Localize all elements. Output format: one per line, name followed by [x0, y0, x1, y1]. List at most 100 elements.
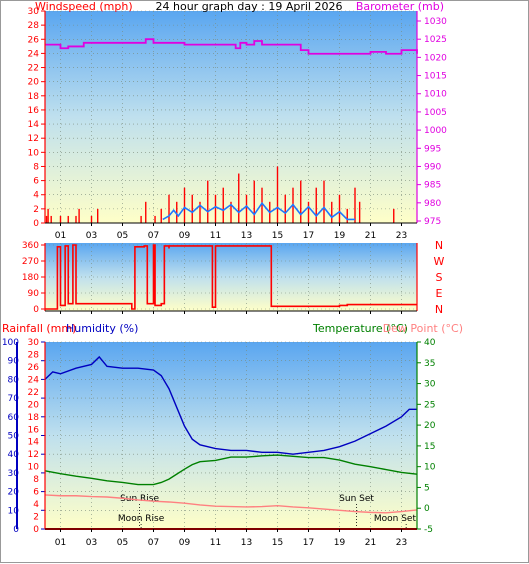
barometer-line: [45, 38, 418, 55]
barometer-tick-label: 1030: [424, 17, 447, 27]
windspeed-tick-label: 26: [28, 35, 40, 45]
panel3-xtick-label: 17: [303, 538, 314, 548]
panel1-xtick-label: 07: [148, 231, 159, 241]
rain-tick-label: 20: [28, 400, 40, 410]
windspeed-axis-label: Windspeed (mph): [35, 1, 133, 13]
compass-label: S: [436, 271, 443, 284]
panel1-xtick-label: 13: [241, 231, 252, 241]
compass-label: E: [436, 287, 443, 300]
wind-speed-line: [162, 201, 355, 221]
temperature-tick-label: 10: [424, 463, 436, 473]
dew-point-line: [44, 494, 418, 514]
rain-tick-label: 18: [28, 413, 40, 423]
humidity-tick-label: 20: [8, 488, 20, 498]
direction-tick-label: 180: [22, 273, 39, 283]
panel1-xtick-label: 21: [365, 231, 376, 241]
rain-tick-label: 6: [33, 488, 39, 498]
humidity-tick-label: 50: [8, 432, 20, 442]
barometer-tick-label: 1005: [424, 108, 447, 118]
panel1-xtick-label: 09: [179, 231, 191, 241]
compass-label: N: [435, 303, 443, 316]
direction-tick-label: 270: [22, 257, 39, 267]
temperature-tick-label: 15: [424, 442, 435, 452]
barometer-tick-label: 1000: [424, 126, 447, 136]
humidity-tick-label: 60: [8, 413, 20, 423]
barometer-tick-label: 975: [424, 217, 441, 227]
panel3-xtick-label: 21: [365, 538, 376, 548]
humidity-tick-label: 30: [8, 469, 20, 479]
event-label: Sun Set: [339, 494, 374, 504]
panel3-xtick-label: 13: [241, 538, 252, 548]
barometer-tick-label: 995: [424, 144, 441, 154]
panel3-background: [45, 342, 417, 529]
windspeed-tick-label: 2: [33, 205, 39, 215]
panel3-xtick-label: 01: [55, 538, 66, 548]
barometer-tick-label: 1020: [424, 53, 447, 63]
windspeed-tick-label: 30: [28, 7, 40, 17]
windspeed-tick-label: 16: [28, 106, 40, 116]
humidity-tick-label: 40: [8, 450, 20, 460]
temperature-tick-label: 20: [424, 421, 436, 431]
panel1-xtick-label: 11: [210, 231, 221, 241]
windspeed-tick-label: 10: [28, 148, 40, 158]
temperature-tick-label: -5: [424, 525, 433, 535]
temperature-line: [44, 454, 418, 486]
temperature-tick-label: 30: [424, 380, 436, 390]
rain-tick-label: 12: [28, 450, 39, 460]
barometer-tick-label: 990: [424, 162, 441, 172]
direction-tick-label: 0: [33, 305, 39, 315]
panel1-xtick-label: 01: [55, 231, 66, 241]
windspeed-tick-label: 8: [33, 162, 39, 172]
wind-direction-line: [45, 244, 417, 310]
humidity-axis-label: Humidity (%): [66, 322, 138, 335]
temperature-tick-label: 0: [424, 504, 430, 514]
humidity-tick-label: 10: [8, 506, 20, 516]
rain-tick-label: 22: [28, 388, 39, 398]
event-label: Moon Rise: [118, 514, 165, 524]
panel3-xtick-label: 09: [179, 538, 191, 548]
rain-tick-label: 28: [28, 350, 40, 360]
barometer-tick-label: 1010: [424, 90, 447, 100]
direction-tick-label: 360: [22, 241, 39, 251]
humidity-tick-label: 90: [8, 357, 20, 367]
rain-tick-label: 10: [28, 463, 40, 473]
rain-tick-label: 14: [28, 438, 40, 448]
dewpoint-axis-label: Dew Point (°C): [383, 322, 463, 335]
windspeed-tick-label: 6: [33, 177, 39, 187]
windspeed-tick-label: 12: [28, 134, 39, 144]
rain-tick-label: 30: [28, 338, 40, 348]
event-label: Sun Rise: [120, 494, 159, 504]
panel3-xtick-label: 05: [117, 538, 128, 548]
windspeed-tick-label: 28: [28, 21, 40, 31]
temperature-tick-label: 35: [424, 359, 435, 369]
humidity-tick-label: 100: [2, 338, 19, 348]
compass-label: W: [434, 255, 445, 268]
panel1-xtick-label: 17: [303, 231, 314, 241]
rain-tick-label: 26: [28, 363, 40, 373]
direction-tick-label: 90: [28, 289, 40, 299]
windspeed-tick-label: 22: [28, 64, 39, 74]
humidity-tick-label: 80: [8, 375, 20, 385]
temperature-axis-label: Temperature (°C): [312, 322, 408, 335]
panel1-xtick-label: 03: [86, 231, 97, 241]
panel2-background: [45, 243, 417, 311]
rain-tick-label: 0: [33, 525, 39, 535]
panel3-xtick-label: 19: [334, 538, 346, 548]
windspeed-tick-label: 14: [28, 120, 40, 130]
temperature-tick-label: 5: [424, 483, 430, 493]
rain-tick-label: 24: [28, 375, 40, 385]
barometer-tick-label: 985: [424, 181, 441, 191]
temperature-tick-label: 40: [424, 338, 436, 348]
panel3-xtick-label: 23: [396, 538, 407, 548]
windspeed-tick-label: 24: [28, 49, 40, 59]
windspeed-tick-label: 4: [33, 191, 39, 201]
rain-tick-label: 16: [28, 425, 40, 435]
barometer-tick-label: 1025: [424, 35, 447, 45]
rain-tick-label: 2: [33, 513, 39, 523]
panel1-xtick-label: 05: [117, 231, 128, 241]
windspeed-tick-label: 20: [28, 78, 40, 88]
panel3-xtick-label: 03: [86, 538, 97, 548]
panel3-xtick-label: 15: [272, 538, 283, 548]
